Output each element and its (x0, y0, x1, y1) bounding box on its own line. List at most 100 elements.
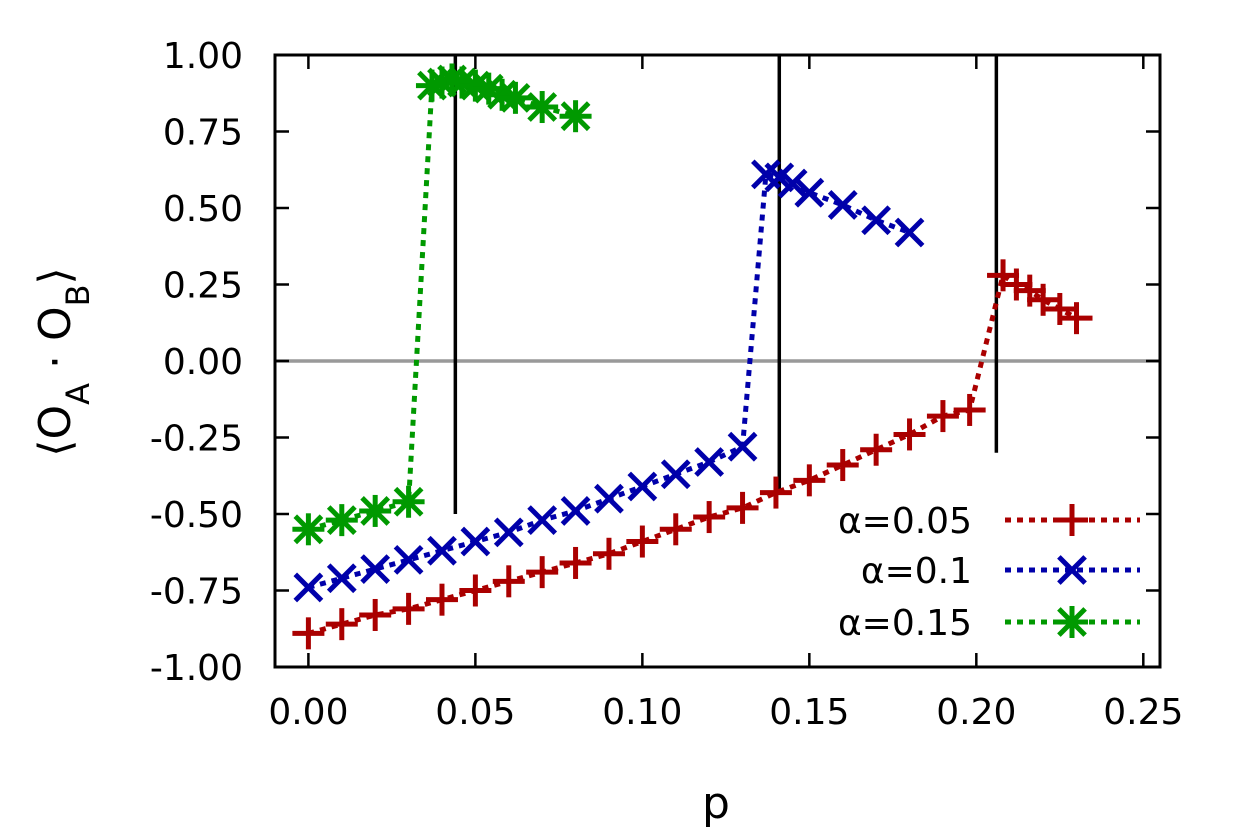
marker-stroke (326, 563, 357, 594)
data-point (393, 545, 424, 575)
y-axis-title-part: ⟨ (30, 440, 81, 457)
data-point (1057, 555, 1087, 585)
marker-stroke (493, 517, 524, 548)
data-point (325, 608, 358, 641)
series-line (307, 76, 577, 532)
data-point (292, 617, 325, 650)
x-axis-title: p (702, 778, 730, 829)
data-point (1060, 302, 1093, 335)
marker-stroke (727, 431, 758, 462)
y-tick-label: -1.00 (150, 648, 243, 689)
x-tick-label: 0.10 (602, 692, 682, 733)
y-tick-label: -0.25 (150, 419, 243, 460)
legend-label: α=0.15 (838, 603, 972, 644)
data-point (1043, 292, 1076, 325)
data-point (360, 554, 391, 584)
y-axis-title-part: O (30, 306, 81, 341)
data-point (793, 464, 826, 497)
y-axis-subscript: A (59, 383, 97, 405)
data-point (693, 501, 726, 534)
marker-stroke (326, 505, 357, 536)
marker-stroke (293, 572, 324, 603)
data-point (826, 449, 859, 482)
data-point (861, 205, 892, 236)
data-point (1056, 504, 1088, 536)
marker-stroke (764, 162, 795, 193)
marker-stroke (627, 471, 658, 502)
y-tick-label: 1.00 (163, 36, 243, 77)
y-tick-label: -0.50 (150, 495, 243, 536)
y-tick-label: 0.25 (163, 266, 243, 307)
data-point (1027, 283, 1060, 316)
marker-stroke (861, 205, 892, 236)
data-point (592, 537, 625, 570)
data-point (499, 81, 532, 114)
data-point (926, 400, 959, 433)
x-tick-label: 0.25 (1103, 692, 1183, 733)
data-point (559, 546, 592, 579)
series-line (307, 171, 911, 590)
data-point (425, 583, 458, 616)
marker-stroke (527, 92, 558, 122)
marker-stroke (447, 67, 477, 98)
marker-stroke (794, 177, 825, 208)
marker-stroke (460, 70, 491, 101)
marker-stroke (487, 79, 517, 110)
marker-stroke (393, 486, 424, 517)
y-tick-label: -0.75 (150, 572, 243, 613)
x-tick-label: 0.00 (268, 692, 348, 733)
y-axis-title-part: O (30, 405, 81, 440)
data-point (560, 496, 591, 526)
series-1 (292, 259, 1093, 650)
marker-stroke (473, 73, 504, 104)
data-point (326, 563, 357, 594)
data-point (860, 433, 893, 466)
marker-stroke (560, 101, 591, 132)
data-point (493, 517, 524, 548)
data-point (894, 217, 925, 248)
series-3 (292, 63, 592, 546)
series-2 (293, 159, 925, 603)
y-axis-subscript: B (59, 284, 97, 306)
marker-stroke (777, 168, 808, 199)
data-point (594, 483, 624, 514)
data-point (660, 459, 691, 490)
y-axis-title: ⟨OA · OB⟩ (30, 267, 97, 456)
data-point (527, 505, 558, 536)
data-point (526, 556, 559, 589)
data-point (359, 494, 392, 527)
data-point (559, 100, 592, 133)
data-point (293, 572, 324, 603)
data-point (427, 535, 457, 566)
x-tick-label: 0.20 (936, 692, 1016, 733)
data-point (827, 190, 858, 220)
marker-stroke (427, 535, 457, 566)
data-point (727, 431, 758, 462)
data-point (694, 447, 725, 477)
data-point (726, 491, 759, 524)
data-point (526, 91, 559, 124)
data-point (794, 177, 825, 208)
marker-stroke (827, 190, 858, 220)
y-tick-label: 0.50 (163, 189, 243, 230)
data-point (460, 526, 491, 557)
marker-stroke (360, 496, 391, 526)
marker-stroke (560, 496, 591, 526)
data-point (359, 598, 392, 631)
marker-stroke (1057, 555, 1087, 585)
data-point (292, 513, 325, 546)
data-point (627, 471, 658, 502)
data-point (1000, 268, 1033, 301)
data-point (459, 574, 492, 607)
marker-stroke (460, 526, 491, 557)
marker-stroke (1057, 607, 1087, 637)
marker-stroke (751, 159, 781, 190)
marker-stroke (694, 447, 725, 477)
data-point (759, 476, 792, 509)
data-point (777, 168, 808, 199)
marker-stroke (660, 459, 691, 490)
legend-label: α=0.1 (861, 551, 972, 592)
data-point (953, 393, 986, 426)
marker-stroke (594, 483, 624, 514)
